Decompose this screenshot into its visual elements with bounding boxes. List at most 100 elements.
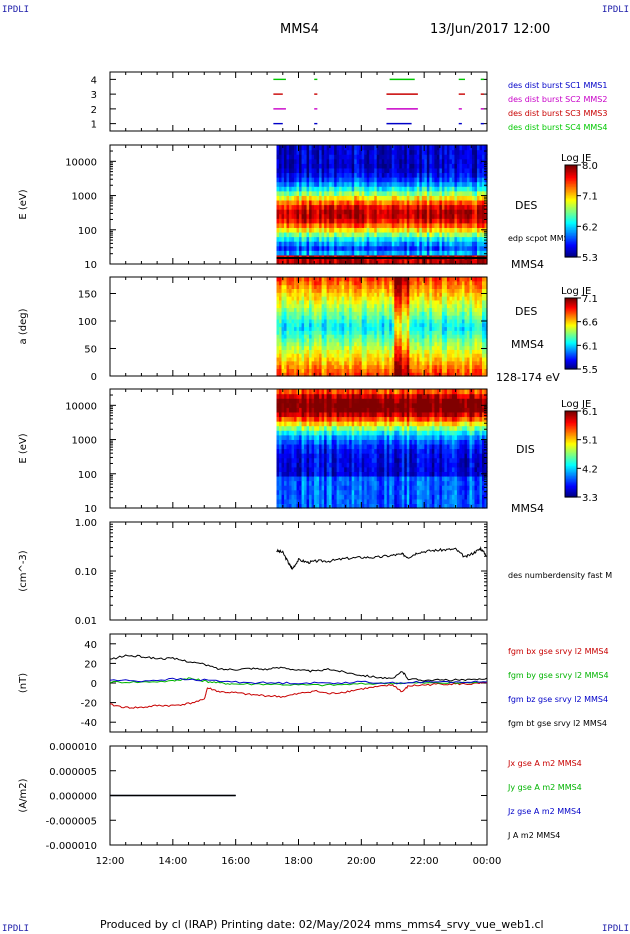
des-pa-spectrogram-cell — [484, 349, 488, 354]
des-energy-spectrogram-cell — [386, 167, 390, 174]
des-energy-spectrogram-cell — [441, 177, 445, 183]
des-pa-spectrogram-cell — [421, 341, 425, 347]
des-energy-spectrogram-cell — [344, 195, 348, 201]
des-energy-spectrogram-cell — [389, 163, 393, 169]
des-pa-spectrogram-cell — [354, 280, 358, 286]
des-energy-spectrogram-cell — [351, 227, 355, 233]
des-pa-spectrogram-cell — [444, 280, 448, 286]
des-energy-spectrogram-cell — [276, 163, 280, 169]
des-energy-spectrogram-cell — [426, 204, 430, 210]
des-energy-spectrogram-cell — [306, 158, 310, 164]
des-pa-spectrogram-cell — [361, 315, 365, 320]
des-energy-spectrogram-cell — [349, 241, 353, 247]
des-pa-spectrogram-cell — [456, 277, 461, 282]
des-energy-spectrogram-cell — [356, 158, 360, 164]
des-energy-spectrogram-cell — [481, 204, 486, 210]
des-energy-spectrogram-cell — [389, 213, 393, 219]
des-energy-spectrogram-cell — [446, 218, 451, 224]
des-pa-spectrogram-cell — [446, 299, 451, 305]
des-pa-spectrogram-cell — [341, 284, 345, 290]
des-energy-spectrogram-cell — [411, 250, 415, 256]
dis-energy-spectrogram-cells — [276, 389, 488, 509]
des-pa-spectrogram-cell — [471, 326, 476, 331]
des-pa-spectrogram-cell — [279, 345, 283, 350]
des-energy-spectrogram-cell — [444, 222, 448, 228]
des-energy-spectrogram-cell — [384, 209, 388, 215]
des-energy-spectrogram-cell — [481, 199, 486, 206]
des-pa-spectrogram-cell — [401, 303, 405, 309]
des-energy-spectrogram-cell — [281, 236, 285, 242]
des-pa-spectrogram-cell — [444, 299, 448, 305]
des-energy-spectrogram-cell — [471, 145, 476, 151]
des-energy-spectrogram-cell — [481, 231, 486, 238]
des-pa-spectrogram-cell — [311, 337, 315, 343]
des-energy-spectrogram-cell — [294, 209, 298, 215]
des-pa-spectrogram-cell — [441, 345, 445, 350]
des-energy-spectrogram-cell — [404, 154, 408, 160]
des-pa-spectrogram-cell — [324, 307, 328, 312]
des-energy-spectrogram-cell — [431, 259, 435, 265]
des-pa-colorbar-band — [565, 361, 577, 364]
des-energy-spectrogram-cell — [354, 158, 358, 164]
des-pa-spectrogram-cell — [326, 311, 330, 316]
des-energy-spectrogram-cell — [359, 190, 363, 196]
des-energy-spectrogram-cell — [399, 259, 403, 265]
des-pa-spectrogram-cell — [346, 326, 350, 331]
des-pa-spectrogram-cell — [444, 288, 448, 293]
des-energy-spectrogram-cell — [429, 190, 433, 196]
des-pa-spectrogram-cell — [304, 284, 308, 290]
dis-energy-spectrogram-cell — [284, 443, 288, 450]
des-energy-spectrogram-cell — [336, 227, 340, 233]
des-pa-spectrogram-cell — [334, 364, 338, 369]
des-pa-spectrogram-cell — [461, 368, 466, 373]
des-energy-spectrogram-cell — [319, 222, 323, 228]
des-pa-spectrogram-cell — [396, 288, 400, 293]
des-pa-spectrogram-cell — [476, 356, 481, 362]
des-energy-colorbar-band — [565, 174, 577, 177]
des-pa-spectrogram-cell — [304, 341, 308, 347]
des-pa-colorbar-band — [565, 302, 577, 305]
des-energy-spectrogram-cell — [374, 195, 378, 201]
des-pa-spectrogram-cell — [334, 277, 338, 282]
des-energy-spectrogram-cell — [444, 181, 448, 187]
des-pa-spectrogram-cell — [419, 353, 423, 358]
des-energy-spectrogram-cell — [351, 145, 355, 151]
des-energy-spectrogram-cell — [291, 204, 295, 210]
des-pa-spectrogram-cell — [411, 326, 415, 331]
des-pa-spectrogram-cell — [391, 368, 395, 373]
des-energy-spectrogram-cell — [454, 204, 458, 210]
dis-energy-spectrogram-cell — [291, 439, 295, 445]
des-pa-spectrogram-cell — [336, 341, 340, 347]
des-energy-spectrogram-cell — [334, 154, 338, 160]
des-energy-spectrogram-cell — [429, 195, 433, 201]
des-energy-spectrogram-cell — [324, 172, 328, 178]
dis-energy-spectrogram-cell — [294, 453, 298, 459]
des-pa-spectrogram-cell — [436, 318, 440, 324]
des-energy-spectrogram-cell — [471, 250, 476, 256]
des-pa-spectrogram-cell — [294, 345, 298, 350]
des-pa-spectrogram-cell — [479, 292, 483, 297]
des-energy-spectrogram-cell — [424, 231, 428, 238]
des-energy-spectrogram-cell — [291, 163, 295, 169]
des-energy-spectrogram-cell — [316, 177, 320, 183]
des-pa-spectrogram-cell — [339, 277, 343, 282]
des-pa-spectrogram-cell — [289, 318, 293, 324]
des-pa-spectrogram-cell — [304, 337, 308, 343]
des-pa-spectrogram-cell — [406, 337, 410, 343]
des-pa-spectrogram-cell — [289, 307, 293, 312]
des-energy-spectrogram-cell — [406, 209, 410, 215]
des-pa-spectrogram-cell — [371, 311, 375, 316]
des-energy-spectrogram-cell — [484, 222, 488, 228]
des-energy-spectrogram-cell — [361, 177, 365, 183]
des-pa-spectrogram-cell — [306, 372, 310, 377]
des-energy-spectrogram-cell — [296, 149, 300, 155]
des-pa-spectrogram-cell — [389, 292, 393, 297]
des-pa-spectrogram-cell — [404, 372, 408, 377]
des-energy-spectrogram-cell — [431, 172, 435, 178]
des-pa-spectrogram-cell — [401, 318, 405, 324]
des-energy-spectrogram-cell — [316, 236, 320, 242]
des-energy-spectrogram-cell — [396, 181, 400, 187]
dis-energy-spectrogram-cell — [291, 494, 295, 500]
des-energy-spectrogram-cell — [329, 231, 333, 238]
des-energy-colorbar-band — [565, 178, 577, 181]
